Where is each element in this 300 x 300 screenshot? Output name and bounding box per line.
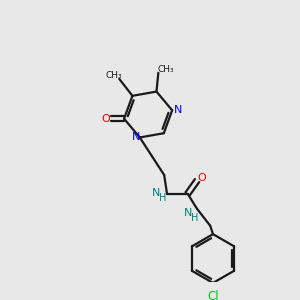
Text: N: N	[152, 188, 160, 198]
Text: N: N	[184, 208, 192, 218]
Text: N: N	[174, 105, 182, 115]
Text: Cl: Cl	[207, 290, 219, 300]
Text: O: O	[197, 173, 206, 183]
Text: N: N	[132, 133, 140, 142]
Text: H: H	[190, 213, 198, 223]
Text: O: O	[101, 114, 110, 124]
Text: CH₃: CH₃	[105, 71, 122, 80]
Text: CH₃: CH₃	[158, 64, 174, 74]
Text: H: H	[159, 194, 166, 203]
